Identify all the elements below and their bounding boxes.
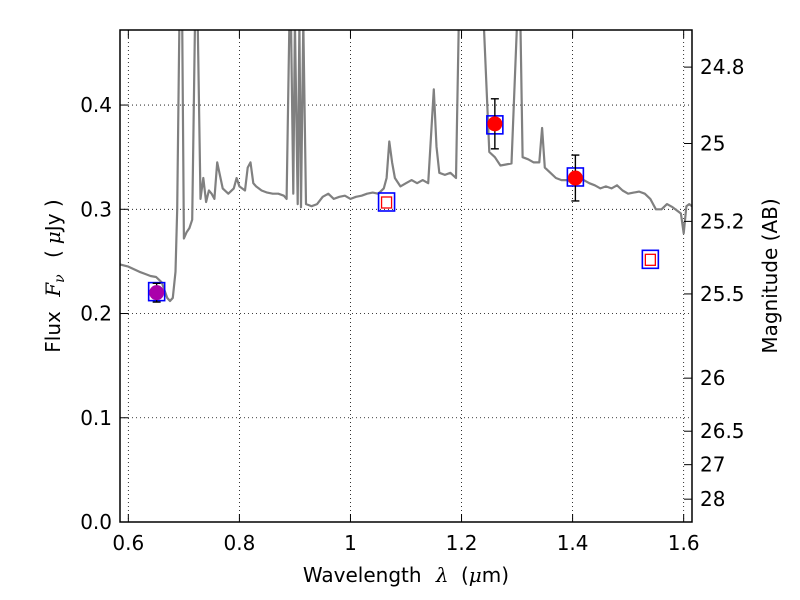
upper-limit-square bbox=[380, 196, 393, 209]
marker-layer bbox=[147, 98, 660, 303]
x-tick-label: 1.6 bbox=[668, 531, 700, 555]
y-axis-label-unit: Jy ) bbox=[41, 199, 65, 233]
x-axis-label-unit: m) bbox=[482, 563, 509, 587]
y-tick-label: 0.3 bbox=[80, 197, 112, 221]
x-tick-label: 1 bbox=[344, 531, 357, 555]
y2-tick-label: 26.5 bbox=[700, 419, 745, 443]
x-tick-label: 1.2 bbox=[446, 531, 478, 555]
grid bbox=[120, 30, 692, 522]
y-axis-label-mu: μ bbox=[41, 231, 65, 244]
data-point bbox=[487, 116, 503, 132]
data-point bbox=[149, 285, 165, 301]
y2-tick-label: 24.8 bbox=[700, 55, 745, 79]
y2-tick-label: 25.5 bbox=[700, 282, 745, 306]
x-tick-label: 0.8 bbox=[223, 531, 255, 555]
y-axis-label-prefix: Flux bbox=[41, 311, 65, 353]
y2-tick-label: 26 bbox=[700, 366, 725, 390]
upper-limit-square bbox=[644, 253, 656, 266]
y2-tick-label: 28 bbox=[700, 487, 725, 511]
y-tick-label: 0.1 bbox=[80, 406, 112, 430]
x-tick-label: 1.4 bbox=[557, 531, 589, 555]
y-axis-label-subscript: ν bbox=[52, 274, 68, 283]
x-axis-label: Wavelength λ (μm) bbox=[303, 563, 509, 587]
y-axis-label-open: ( bbox=[41, 250, 65, 258]
plot-frame bbox=[119, 29, 693, 523]
model-square bbox=[641, 249, 660, 270]
x-axis-label-prefix: Wavelength bbox=[303, 563, 422, 587]
y-axis-label: Flux Fν ( μJy ) bbox=[41, 199, 69, 352]
data-point bbox=[567, 170, 583, 186]
spectrum-line bbox=[120, 30, 692, 303]
y2-tick-label: 27 bbox=[700, 453, 725, 477]
y2-tick-label: 25.2 bbox=[700, 209, 745, 233]
model-square bbox=[377, 192, 396, 212]
x-axis-label-symbol: λ bbox=[435, 563, 449, 587]
y-tick-label: 0.4 bbox=[80, 93, 112, 117]
x-tick-label: 0.6 bbox=[112, 531, 144, 555]
y-axis-label-symbol: F bbox=[41, 282, 65, 298]
y2-axis-label: Magnitude (AB) bbox=[758, 198, 782, 353]
y-tick-label: 0.0 bbox=[80, 510, 112, 534]
x-axis-label-mu: μ bbox=[469, 563, 482, 587]
y-tick-label: 0.2 bbox=[80, 302, 112, 326]
spectrum-layer bbox=[120, 30, 692, 303]
x-axis-label-open: ( bbox=[461, 563, 469, 587]
y2-tick-label: 25 bbox=[700, 132, 725, 156]
ticks: 0.6 0.8 1 1.2 1.4 1.6 0.0 0.1 0.2 0.3 0.4 24.8 25 25.… bbox=[80, 30, 745, 555]
